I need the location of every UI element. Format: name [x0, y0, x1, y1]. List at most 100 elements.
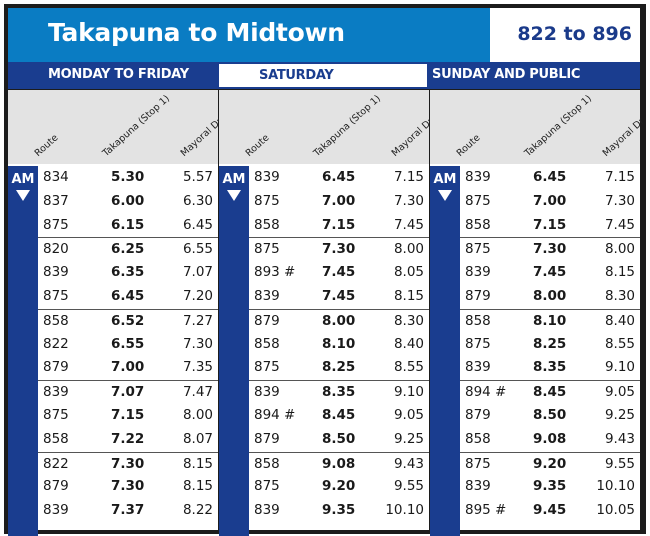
column-header-mayoral: Mayoral Dr	[178, 115, 225, 159]
mayoral-time: 10.05	[596, 502, 635, 519]
takapuna-time: 8.25	[533, 335, 567, 352]
mayoral-time: 6.55	[182, 241, 213, 258]
table-row: 858 7.15 7.45	[249, 214, 429, 238]
route-cell: 875	[465, 192, 491, 209]
column-header-mayoral: Mayoral Dr	[389, 115, 436, 159]
column-header: Route Takapuna (Stop 1) Mayoral Dr	[430, 90, 647, 164]
table-row: 839 8.35 9.10	[460, 356, 640, 380]
route-cell: 858	[43, 312, 69, 329]
takapuna-time: 7.00	[533, 192, 567, 209]
route-cell: 879	[43, 359, 69, 376]
mayoral-time: 8.55	[604, 335, 635, 352]
takapuna-time: 8.35	[322, 384, 356, 401]
table-row: 875 9.20 9.55	[249, 475, 429, 499]
mayoral-time: 8.30	[604, 287, 635, 304]
mayoral-time: 10.10	[385, 502, 424, 519]
table-row: 875 6.15 6.45	[38, 214, 218, 238]
takapuna-time: 6.45	[322, 169, 356, 185]
takapuna-time: 7.30	[111, 478, 145, 495]
mayoral-time: 8.40	[604, 312, 635, 329]
mayoral-time: 8.00	[604, 241, 635, 258]
takapuna-time: 6.45	[111, 287, 145, 304]
mayoral-time: 7.45	[604, 216, 635, 233]
table-row: 858 7.22 8.07	[38, 428, 218, 452]
mayoral-time: 8.07	[182, 430, 213, 447]
takapuna-time: 7.45	[533, 264, 567, 281]
takapuna-time: 7.45	[322, 287, 356, 304]
mayoral-time: 9.25	[604, 406, 635, 423]
table-row: 839 7.37 8.22	[38, 499, 218, 523]
route-cell: 834	[43, 169, 69, 185]
route-cell: 858	[254, 335, 280, 352]
takapuna-time: 7.30	[322, 241, 356, 258]
table-row: 822 7.30 8.15	[38, 451, 218, 476]
table-row: 822 6.55 7.30	[38, 333, 218, 357]
column-header: Route Takapuna (Stop 1) Mayoral Dr	[8, 90, 225, 164]
table-row: 875 6.45 7.20	[38, 285, 218, 309]
route-cell: 875	[43, 287, 69, 304]
takapuna-time: 7.00	[111, 359, 145, 376]
route-cell: 822	[43, 455, 69, 472]
mayoral-time: 8.55	[393, 359, 424, 376]
table-row: 834 5.30 5.57	[38, 166, 218, 190]
table-row: 879 7.30 8.15	[38, 475, 218, 499]
day-label-sunday: SUNDAY AND PUBLIC HOLIDAYS	[432, 67, 581, 107]
takapuna-time: 7.30	[533, 241, 567, 258]
takapuna-time: 6.25	[111, 241, 145, 258]
takapuna-time: 8.10	[533, 312, 567, 329]
day-header-row: MONDAY TO FRIDAY SATURDAY SUNDAY AND PUB…	[8, 62, 640, 107]
route-cell: 858	[43, 430, 69, 447]
mayoral-time: 8.00	[393, 241, 424, 258]
table-row: 875 8.25 8.55	[460, 333, 640, 357]
route-cell: 839	[254, 287, 280, 304]
table-row: 820 6.25 6.55	[38, 237, 218, 261]
route-cell: 858	[465, 430, 491, 447]
mayoral-time: 7.15	[393, 169, 424, 185]
route-cell: 839	[465, 169, 491, 185]
takapuna-time: 6.00	[111, 192, 145, 209]
table-row: 839 7.07 7.47	[38, 380, 218, 404]
column-header-takapuna: Takapuna (Stop 1)	[311, 93, 384, 159]
route-cell: 858	[465, 312, 491, 329]
route-cell: 893 #	[254, 264, 296, 281]
mayoral-time: 8.30	[393, 312, 424, 329]
table-row: 839 9.35 10.10	[460, 475, 640, 499]
takapuna-time: 8.00	[533, 287, 567, 304]
route-cell: 839	[465, 264, 491, 281]
table-row: 879 8.50 9.25	[249, 428, 429, 452]
takapuna-time: 7.37	[111, 502, 145, 519]
takapuna-time: 8.10	[322, 335, 356, 352]
mayoral-time: 8.15	[393, 287, 424, 304]
route-cell: 839	[254, 169, 280, 185]
route-cell: 894 #	[465, 384, 507, 401]
takapuna-time: 8.35	[533, 359, 567, 376]
day-label-weekday: MONDAY TO FRIDAY	[48, 67, 189, 82]
takapuna-time: 9.08	[533, 430, 567, 447]
table-row: 858 7.15 7.45	[460, 214, 640, 238]
period-label: AM	[433, 172, 457, 187]
timetable-panel: Route Takapuna (Stop 1) Mayoral Dr AM 834 5.3…	[8, 90, 225, 536]
takapuna-time: 7.15	[533, 216, 567, 233]
mayoral-time: 9.05	[393, 406, 424, 423]
mayoral-time: 9.43	[393, 455, 424, 472]
takapuna-time: 7.00	[322, 192, 356, 209]
column-header-takapuna: Takapuna (Stop 1)	[522, 93, 595, 159]
takapuna-time: 7.22	[111, 430, 145, 447]
mayoral-time: 8.15	[182, 478, 213, 495]
takapuna-time: 7.07	[111, 384, 145, 401]
mayoral-time: 7.07	[182, 264, 213, 281]
route-cell: 875	[254, 359, 280, 376]
column-header-route: Route	[454, 132, 483, 159]
table-row: 894 # 8.45 9.05	[249, 404, 429, 428]
route-cell: 839	[43, 384, 69, 401]
triangle-down-icon	[438, 190, 452, 201]
takapuna-time: 6.45	[533, 169, 567, 185]
route-cell: 820	[43, 241, 69, 258]
route-cell: 879	[43, 478, 69, 495]
table-row: 839 6.35 7.07	[38, 261, 218, 285]
mayoral-time: 7.27	[182, 312, 213, 329]
period-strip: AM	[8, 166, 38, 536]
column-header-takapuna: Takapuna (Stop 1)	[100, 93, 173, 159]
table-row: 875 7.30 8.00	[249, 237, 429, 261]
mayoral-time: 7.45	[393, 216, 424, 233]
